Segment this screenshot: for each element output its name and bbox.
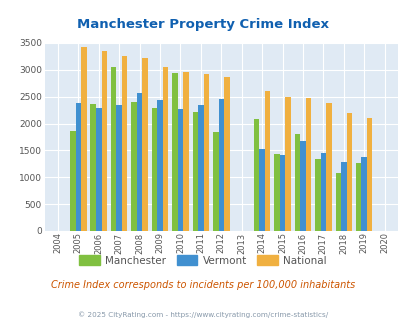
Bar (253, 119, 259, 231)
Bar (142, 58, 147, 231)
Bar (101, 51, 107, 231)
Bar (325, 103, 331, 231)
Bar (305, 98, 311, 231)
Text: Manchester Property Crime Index: Manchester Property Crime Index (77, 18, 328, 31)
Bar (116, 105, 121, 231)
Bar (299, 141, 305, 231)
Bar (224, 77, 229, 231)
Text: © 2025 CityRating.com - https://www.cityrating.com/crime-statistics/: © 2025 CityRating.com - https://www.city… (78, 312, 327, 318)
Bar (285, 97, 290, 231)
Bar (183, 72, 188, 231)
Bar (218, 99, 224, 231)
Bar (90, 104, 96, 231)
Bar (162, 67, 168, 231)
Bar (192, 112, 198, 231)
Bar (335, 173, 340, 231)
Bar (213, 132, 218, 231)
Bar (274, 154, 279, 231)
Bar (320, 153, 325, 231)
Bar (70, 130, 75, 231)
Bar (157, 100, 162, 231)
Legend: Manchester, Vermont, National: Manchester, Vermont, National (75, 251, 330, 270)
Bar (294, 134, 299, 231)
Bar (96, 108, 101, 231)
Bar (360, 157, 366, 231)
Bar (122, 56, 127, 231)
Bar (203, 74, 209, 231)
Bar (340, 162, 346, 231)
Bar (355, 163, 360, 231)
Bar (259, 149, 264, 231)
Bar (279, 155, 285, 231)
Bar (172, 73, 177, 231)
Bar (75, 103, 81, 231)
Bar (131, 102, 136, 231)
Bar (346, 113, 351, 231)
Bar (136, 93, 142, 231)
Bar (198, 105, 203, 231)
Bar (264, 91, 270, 231)
Bar (366, 117, 371, 231)
Bar (151, 109, 157, 231)
Bar (314, 159, 320, 231)
Bar (81, 47, 86, 231)
Bar (177, 109, 183, 231)
Text: Crime Index corresponds to incidents per 100,000 inhabitants: Crime Index corresponds to incidents per… (51, 280, 354, 290)
Bar (111, 67, 116, 231)
